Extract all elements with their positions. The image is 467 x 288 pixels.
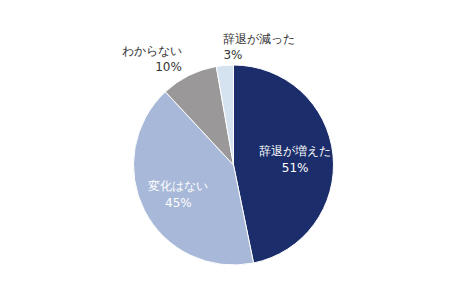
svg-text:わからない10%: わからない10% (122, 44, 182, 74)
svg-text:辞退が減った3%: 辞退が減った3% (223, 32, 295, 62)
svg-text:辞退が増えた51%: 辞退が増えた51% (259, 144, 331, 175)
svg-text:変化はない45%: 変化はない45% (148, 179, 208, 210)
